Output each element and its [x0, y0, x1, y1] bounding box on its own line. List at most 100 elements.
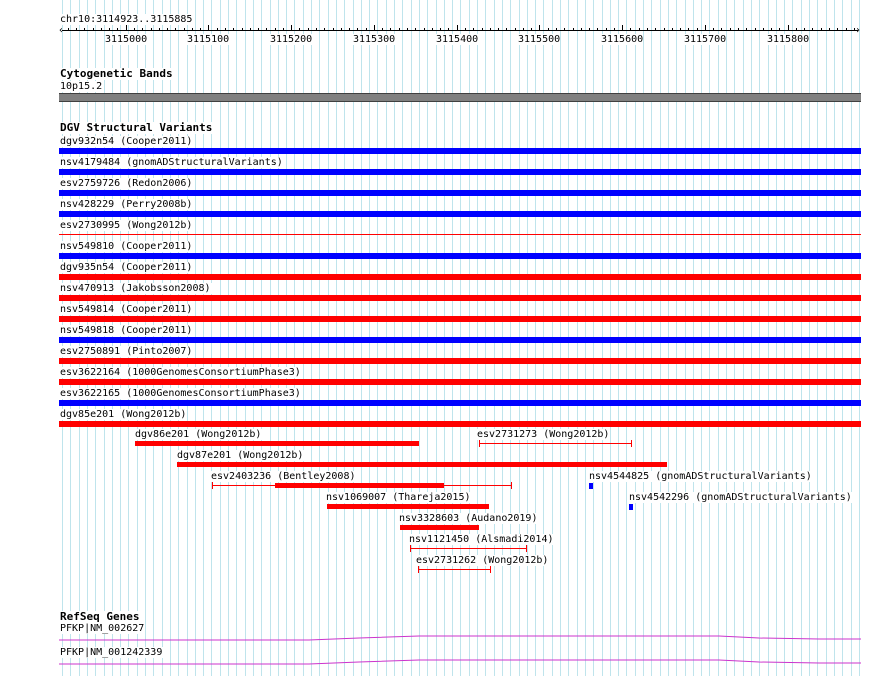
variant-bar[interactable]	[400, 525, 479, 530]
variant-label: nsv4542296 (gnomADStructuralVariants)	[628, 492, 853, 503]
ruler-major-tick	[539, 25, 540, 31]
ruler-minor-tick	[664, 28, 665, 31]
variant-bar[interactable]	[59, 337, 861, 343]
ruler-minor-tick	[854, 28, 855, 31]
ruler-position-label: chr10:3114923..3115885	[59, 14, 194, 25]
ruler-minor-tick	[581, 28, 582, 31]
variant-label: nsv1069007 (Thareja2015)	[325, 492, 472, 503]
ruler-minor-tick	[448, 28, 449, 31]
variant-bar[interactable]	[177, 462, 667, 467]
variant-bar[interactable]	[59, 316, 861, 322]
ruler-minor-tick	[242, 28, 243, 31]
variant-bar[interactable]	[479, 443, 632, 444]
ruler-major-tick	[788, 25, 789, 31]
ruler-minor-tick	[192, 28, 193, 31]
variant-bar[interactable]	[275, 483, 444, 488]
ruler-minor-tick	[515, 28, 516, 31]
ruler-minor-tick	[440, 28, 441, 31]
variant-label: dgv935n54 (Cooper2011)	[59, 262, 194, 273]
variant-cap-left	[410, 545, 411, 552]
ruler-minor-tick	[465, 28, 466, 31]
ruler-minor-tick	[316, 28, 317, 31]
ruler-minor-tick	[366, 28, 367, 31]
ruler-minor-tick	[548, 28, 549, 31]
ruler-major-tick	[291, 25, 292, 31]
ruler-minor-tick	[746, 28, 747, 31]
ruler-major-tick	[208, 25, 209, 31]
ruler-minor-tick	[382, 28, 383, 31]
variant-bar[interactable]	[59, 358, 861, 364]
ruler-tick-label: 3115200	[270, 34, 313, 45]
track-title-cytoband[interactable]: Cytogenetic Bands	[59, 67, 174, 80]
variant-label: nsv4544825 (gnomADStructuralVariants)	[588, 471, 813, 482]
variant-label: dgv85e201 (Wong2012b)	[59, 409, 188, 420]
variant-bar[interactable]	[59, 169, 861, 175]
ruler-minor-tick	[498, 28, 499, 31]
ruler-minor-tick	[151, 28, 152, 31]
ruler-minor-tick	[84, 28, 85, 31]
ruler-minor-tick	[299, 28, 300, 31]
ruler-minor-tick	[424, 28, 425, 31]
variant-bar[interactable]	[59, 211, 861, 217]
ruler-major-tick	[374, 25, 375, 31]
variant-bar[interactable]	[135, 441, 419, 446]
variant-bar[interactable]	[59, 400, 861, 406]
variant-label: esv2731273 (Wong2012b)	[476, 429, 611, 440]
ruler-minor-tick	[134, 28, 135, 31]
ruler-minor-tick	[531, 28, 532, 31]
ruler-minor-tick	[755, 28, 756, 31]
ruler-minor-tick	[597, 28, 598, 31]
ruler-minor-tick	[556, 28, 557, 31]
variant-bar[interactable]	[327, 504, 489, 509]
variant-label: esv2759726 (Redon2006)	[59, 178, 194, 189]
ruler-minor-tick	[779, 28, 780, 31]
track-title-refseq[interactable]: RefSeq Genes	[59, 610, 141, 623]
variant-bar[interactable]	[59, 253, 861, 259]
variant-bar[interactable]	[59, 274, 861, 280]
ruler-minor-tick	[76, 28, 77, 31]
ruler-minor-tick	[655, 28, 656, 31]
cytoband-bar[interactable]	[59, 93, 861, 102]
transcript-line[interactable]	[59, 630, 861, 642]
variant-label: esv2750891 (Pinto2007)	[59, 346, 194, 357]
ruler-tick-label: 3115300	[353, 34, 396, 45]
transcript-line[interactable]	[59, 654, 861, 666]
ruler-minor-tick	[821, 28, 822, 31]
variant-label: nsv428229 (Perry2008b)	[59, 199, 194, 210]
variant-bar[interactable]	[418, 569, 491, 570]
variant-label: dgv87e201 (Wong2012b)	[176, 450, 305, 461]
ruler-minor-tick	[142, 28, 143, 31]
variant-label: nsv549818 (Cooper2011)	[59, 325, 194, 336]
ruler-minor-tick	[250, 28, 251, 31]
track-title-dgv[interactable]: DGV Structural Variants	[59, 121, 214, 134]
variant-label: esv3622165 (1000GenomesConsortiumPhase3)	[59, 388, 302, 399]
ruler-major-tick	[705, 25, 706, 31]
variant-label: nsv470913 (Jakobsson2008)	[59, 283, 212, 294]
ruler-minor-tick	[308, 28, 309, 31]
ruler-tick-label: 3115500	[518, 34, 561, 45]
ruler-minor-tick	[506, 28, 507, 31]
ruler-minor-tick	[258, 28, 259, 31]
variant-bar[interactable]	[59, 295, 861, 301]
ruler-minor-tick	[713, 28, 714, 31]
transcript-label: PFKP|NM_002627	[59, 623, 146, 634]
ruler-minor-tick	[763, 28, 764, 31]
variant-bar[interactable]	[59, 148, 861, 154]
variant-bar[interactable]	[59, 379, 861, 385]
ruler-tick-label: 3115800	[767, 34, 810, 45]
variant-cap-right	[526, 545, 527, 552]
variant-bar[interactable]	[410, 548, 527, 549]
variant-bar[interactable]	[59, 190, 861, 196]
variant-bar[interactable]	[589, 483, 593, 489]
ruler-minor-tick	[573, 28, 574, 31]
ruler-minor-tick	[266, 28, 267, 31]
variant-bar[interactable]	[59, 234, 861, 235]
ruler-minor-tick	[217, 28, 218, 31]
variant-label: nsv4179484 (gnomADStructuralVariants)	[59, 157, 284, 168]
ruler-minor-tick	[796, 28, 797, 31]
variant-bar[interactable]	[629, 504, 633, 510]
ruler-minor-tick	[614, 28, 615, 31]
variant-bar[interactable]	[59, 421, 861, 427]
ruler-minor-tick	[630, 28, 631, 31]
ruler-minor-tick	[407, 28, 408, 31]
